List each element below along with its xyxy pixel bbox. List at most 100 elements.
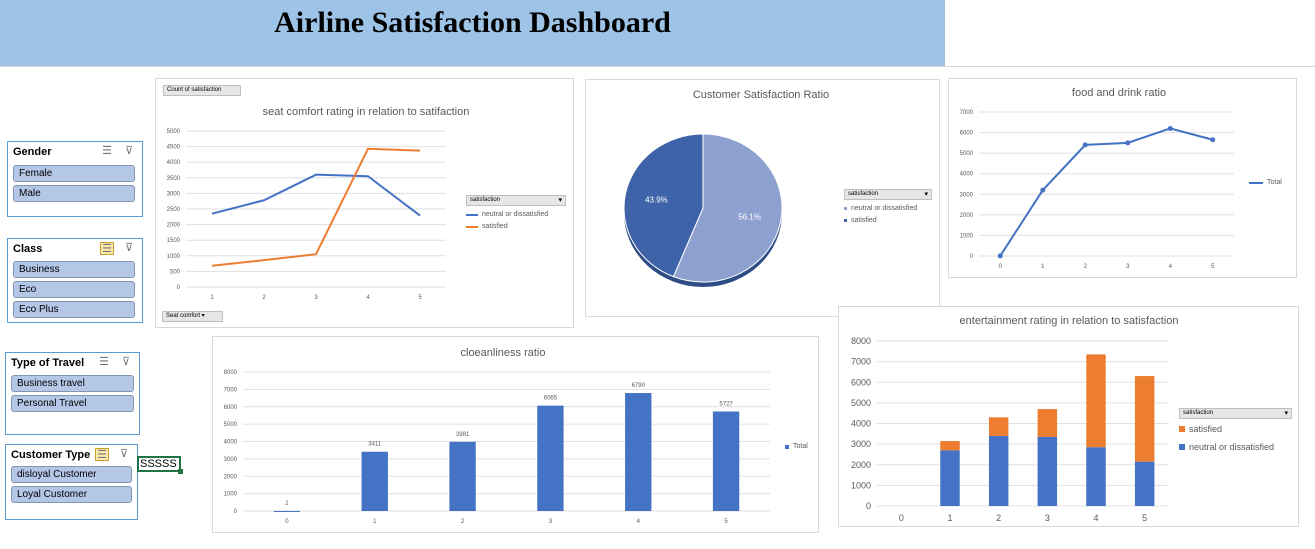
bar-segment — [988, 417, 1009, 436]
y-tick-label: 1000 — [960, 233, 974, 239]
multi-select-icon[interactable]: ☰ — [102, 145, 112, 157]
clear-filter-icon[interactable]: ⊽ — [124, 145, 134, 157]
y-tick-label: 1000 — [224, 492, 238, 498]
y-tick-label: 6000 — [960, 131, 974, 137]
y-tick-label: 3000 — [167, 191, 181, 197]
food-drink-chart[interactable]: food and drink ratio 0 1000 2000 3000 4000 50… — [948, 78, 1297, 278]
x-tick-label: 2 — [1084, 264, 1088, 270]
x-tick-label: 1 — [373, 519, 377, 525]
series-line — [211, 173, 421, 217]
slicer-item-disloyal[interactable]: disloyal Customer — [11, 466, 132, 483]
multi-select-icon[interactable]: ☰ — [95, 448, 109, 461]
y-tick-label: 2000 — [224, 474, 238, 480]
bar — [361, 451, 388, 511]
customer-slicer-title: Customer Type — [11, 449, 91, 461]
x-tick-label: 1 — [210, 295, 214, 301]
legend-title: satisfaction — [848, 191, 879, 197]
x-tick-label: 4 — [637, 519, 641, 525]
clear-filter-icon[interactable]: ⊽ — [124, 242, 134, 254]
multi-select-icon[interactable]: ☰ — [99, 356, 109, 368]
slicer-item-male[interactable]: Male — [13, 185, 135, 202]
y-tick-label: 8000 — [224, 370, 238, 376]
data-point — [1082, 142, 1088, 148]
bar-segment — [1134, 376, 1155, 462]
data-label: 2 — [285, 501, 289, 507]
satisfaction-pie-chart[interactable]: Customer Satisfaction Ratio 56.1% 43.9% s… — [585, 79, 940, 317]
seat-comfort-chart[interactable]: Count of satisfaction seat comfort ratin… — [155, 78, 574, 328]
y-tick-label: 4500 — [167, 145, 181, 151]
x-tick-label: 1 — [1041, 264, 1045, 270]
travel-slicer: Type of Travel ☰ ⊽ Business travel Perso… — [5, 352, 140, 435]
x-tick-label: 3 — [549, 519, 553, 525]
legend-field-button[interactable]: satisfaction ▾ — [1179, 408, 1292, 419]
data-point — [1210, 137, 1216, 143]
value-field-button[interactable]: Count of satisfaction — [163, 85, 241, 96]
slicer-item-eco-plus[interactable]: Eco Plus — [13, 301, 135, 318]
x-tick-label: 5 — [724, 519, 728, 525]
bar-segment — [940, 450, 960, 506]
food-drink-plot: 0 1000 2000 3000 4000 5000 6000 7000 0 1 2 3 4 5 — [960, 110, 1234, 270]
fill-handle[interactable] — [178, 469, 183, 474]
bar-segment — [988, 435, 1009, 506]
legend-item: Total — [785, 443, 817, 450]
y-tick-label: 7000 — [960, 110, 974, 116]
y-tick-label: 6000 — [851, 377, 871, 387]
legend-title: satisfaction — [1183, 410, 1214, 416]
legend-field-button[interactable]: satisfaction ▾ — [844, 189, 932, 200]
x-tick-label: 2 — [461, 519, 465, 525]
y-tick-label: 500 — [170, 269, 181, 275]
slicer-item-eco[interactable]: Eco — [13, 281, 135, 298]
axis-field-button[interactable]: Seat comfort ▾ — [162, 311, 223, 322]
legend-item: satisfied — [466, 223, 566, 230]
dashboard-banner: Airline Satisfaction Dashboard — [0, 0, 945, 66]
y-tick-label: 4000 — [167, 160, 181, 166]
slicer-item-business[interactable]: Business — [13, 261, 135, 278]
bar-segment — [940, 441, 960, 451]
chart-legend: satisfaction ▾ neutral or dissatisfied sa… — [466, 195, 566, 230]
multi-select-icon[interactable]: ☰ — [100, 242, 114, 255]
y-tick-label: 6000 — [224, 405, 238, 411]
class-slicer-title: Class — [13, 243, 43, 255]
y-tick-label: 3000 — [960, 192, 974, 198]
slicer-item-business-travel[interactable]: Business travel — [11, 375, 134, 392]
bar-segment — [1086, 447, 1106, 506]
x-tick-label: 0 — [899, 513, 904, 523]
legend-item: satisfied — [1179, 424, 1292, 434]
legend-field-button[interactable]: satisfaction ▾ — [466, 195, 566, 206]
y-tick-label: 0 — [234, 509, 238, 515]
data-label: 3411 — [368, 442, 382, 448]
data-point — [1125, 140, 1131, 146]
y-tick-label: 7000 — [224, 387, 238, 393]
data-label: 56.1% — [738, 212, 761, 221]
y-tick-label: 0 — [866, 501, 871, 511]
active-cell[interactable]: SSSSS — [137, 456, 183, 474]
x-tick-label: 4 — [366, 295, 370, 301]
legend-item: neutral or dissatisfied — [466, 211, 566, 218]
legend-item: satisfied — [844, 217, 932, 224]
gender-slicer-title: Gender — [13, 146, 52, 158]
bar — [273, 510, 301, 512]
bar — [625, 393, 652, 511]
chart-legend: Total — [1249, 179, 1294, 186]
slicer-item-female[interactable]: Female — [13, 165, 135, 182]
seat-comfort-plot: 0 500 1000 1500 2000 2500 3000 3500 4000 4500 5000… — [167, 129, 446, 301]
chart-legend: Total — [785, 443, 817, 450]
slicer-item-personal-travel[interactable]: Personal Travel — [11, 395, 134, 412]
x-tick-label: 5 — [418, 295, 422, 301]
slicer-item-loyal[interactable]: Loyal Customer — [11, 486, 132, 503]
pie-plot: 56.1% 43.9% — [623, 133, 783, 287]
pie-slice — [672, 133, 783, 283]
y-tick-label: 0 — [177, 285, 181, 291]
active-cell-value: SSSSS — [140, 458, 177, 470]
legend-label: satisfied — [1189, 424, 1223, 434]
data-point — [1167, 125, 1173, 131]
axis-field-label: Seat comfort — [166, 313, 201, 319]
legend-label: Total — [793, 443, 808, 450]
legend-label: neutral or dissatisfied — [851, 205, 918, 212]
data-label: 3981 — [456, 432, 470, 438]
bar-segment — [1037, 409, 1058, 437]
cleanliness-chart[interactable]: cloeanliness ratio 0 1000 2000 3000 4000 5000… — [212, 336, 819, 533]
clear-filter-icon[interactable]: ⊽ — [121, 356, 131, 368]
clear-filter-icon[interactable]: ⊽ — [119, 448, 129, 460]
entertainment-chart[interactable]: entertainment rating in relation to sati… — [838, 306, 1299, 527]
